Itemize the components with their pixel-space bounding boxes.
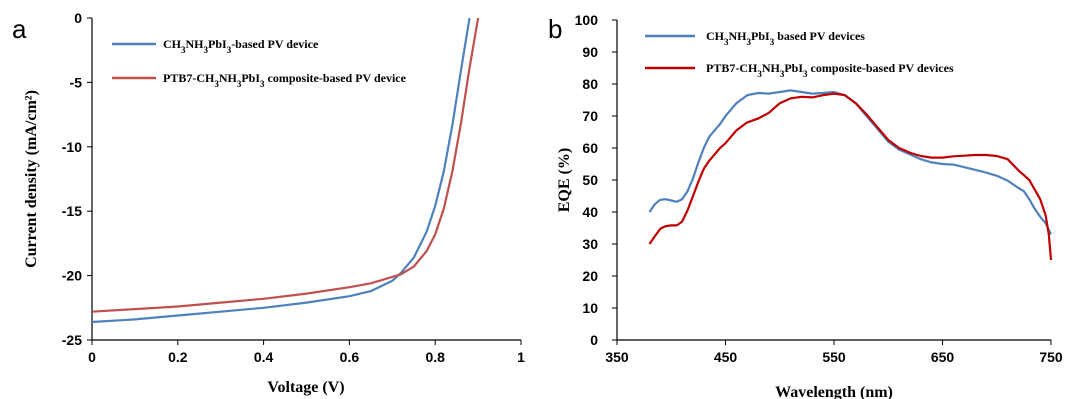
y-tick-label: -25 bbox=[62, 332, 82, 348]
x-tick-label: 450 bbox=[714, 349, 738, 365]
x-tick-label: 0 bbox=[88, 349, 96, 365]
x-tick-label: 750 bbox=[1039, 349, 1063, 365]
x-axis-title: Wavelength (nm) bbox=[775, 384, 893, 399]
y-tick-label: 60 bbox=[582, 140, 598, 156]
x-tick-label: 350 bbox=[605, 349, 629, 365]
chart-panel-a: a 0 0.2 0.4 0.6 0.8 1 0 -5 -10 -15 -20 -25 Voltage (V… bbox=[12, 10, 525, 396]
y-tick-label: 30 bbox=[582, 236, 598, 252]
y-tick-label: 80 bbox=[582, 76, 598, 92]
x-axis-title: Voltage (V) bbox=[267, 379, 344, 396]
series-line-2 bbox=[648, 92, 1053, 261]
y-tick-label: 50 bbox=[582, 172, 598, 188]
x-tick-label: 0.2 bbox=[168, 349, 188, 365]
x-tick-label: 0.6 bbox=[340, 349, 360, 365]
y-axis-title: EQE (%) bbox=[556, 148, 573, 212]
y-tick-label: -5 bbox=[70, 74, 83, 90]
x-tick-label: 650 bbox=[931, 349, 955, 365]
y-tick-label: -20 bbox=[62, 268, 82, 284]
x-tick-label: 1 bbox=[517, 349, 525, 365]
series-line-2 bbox=[91, 17, 480, 313]
legend-label-2: PTB7-CH3NH3PbI3 composite-based PV devic… bbox=[706, 61, 954, 79]
y-tick-label: 90 bbox=[582, 44, 598, 60]
y-tick-label: 0 bbox=[74, 10, 82, 26]
chart-panel-b: b 350 450 550 650 750 0 10 20 30 40 50 60 70 80 90 100 Wa… bbox=[548, 12, 1063, 399]
legend-label-1: CH3NH3PbI3 based PV devices bbox=[706, 29, 865, 47]
panel-letter: a bbox=[12, 14, 27, 44]
legend-label-1: CH3NH3PbI3-based PV device bbox=[163, 37, 319, 55]
y-tick-label: 100 bbox=[575, 12, 599, 28]
y-axis-title: Current density (mA/cm²) bbox=[23, 90, 40, 268]
series-line-1 bbox=[648, 89, 1052, 235]
legend-label-2: PTB7-CH3NH3PbI3 composite-based PV devic… bbox=[163, 71, 407, 89]
panel-letter: b bbox=[548, 14, 562, 44]
x-tick-label: 0.8 bbox=[425, 349, 445, 365]
y-tick-label: -15 bbox=[62, 203, 82, 219]
y-tick-label: 20 bbox=[582, 268, 598, 284]
series-line-1 bbox=[91, 17, 471, 324]
y-tick-label: 70 bbox=[582, 108, 598, 124]
y-tick-label: 40 bbox=[582, 204, 598, 220]
x-tick-label: 0.4 bbox=[254, 349, 274, 365]
y-tick-label: 10 bbox=[582, 300, 598, 316]
y-tick-label: -10 bbox=[62, 139, 82, 155]
x-tick-label: 550 bbox=[822, 349, 846, 365]
y-tick-label: 0 bbox=[590, 332, 598, 348]
